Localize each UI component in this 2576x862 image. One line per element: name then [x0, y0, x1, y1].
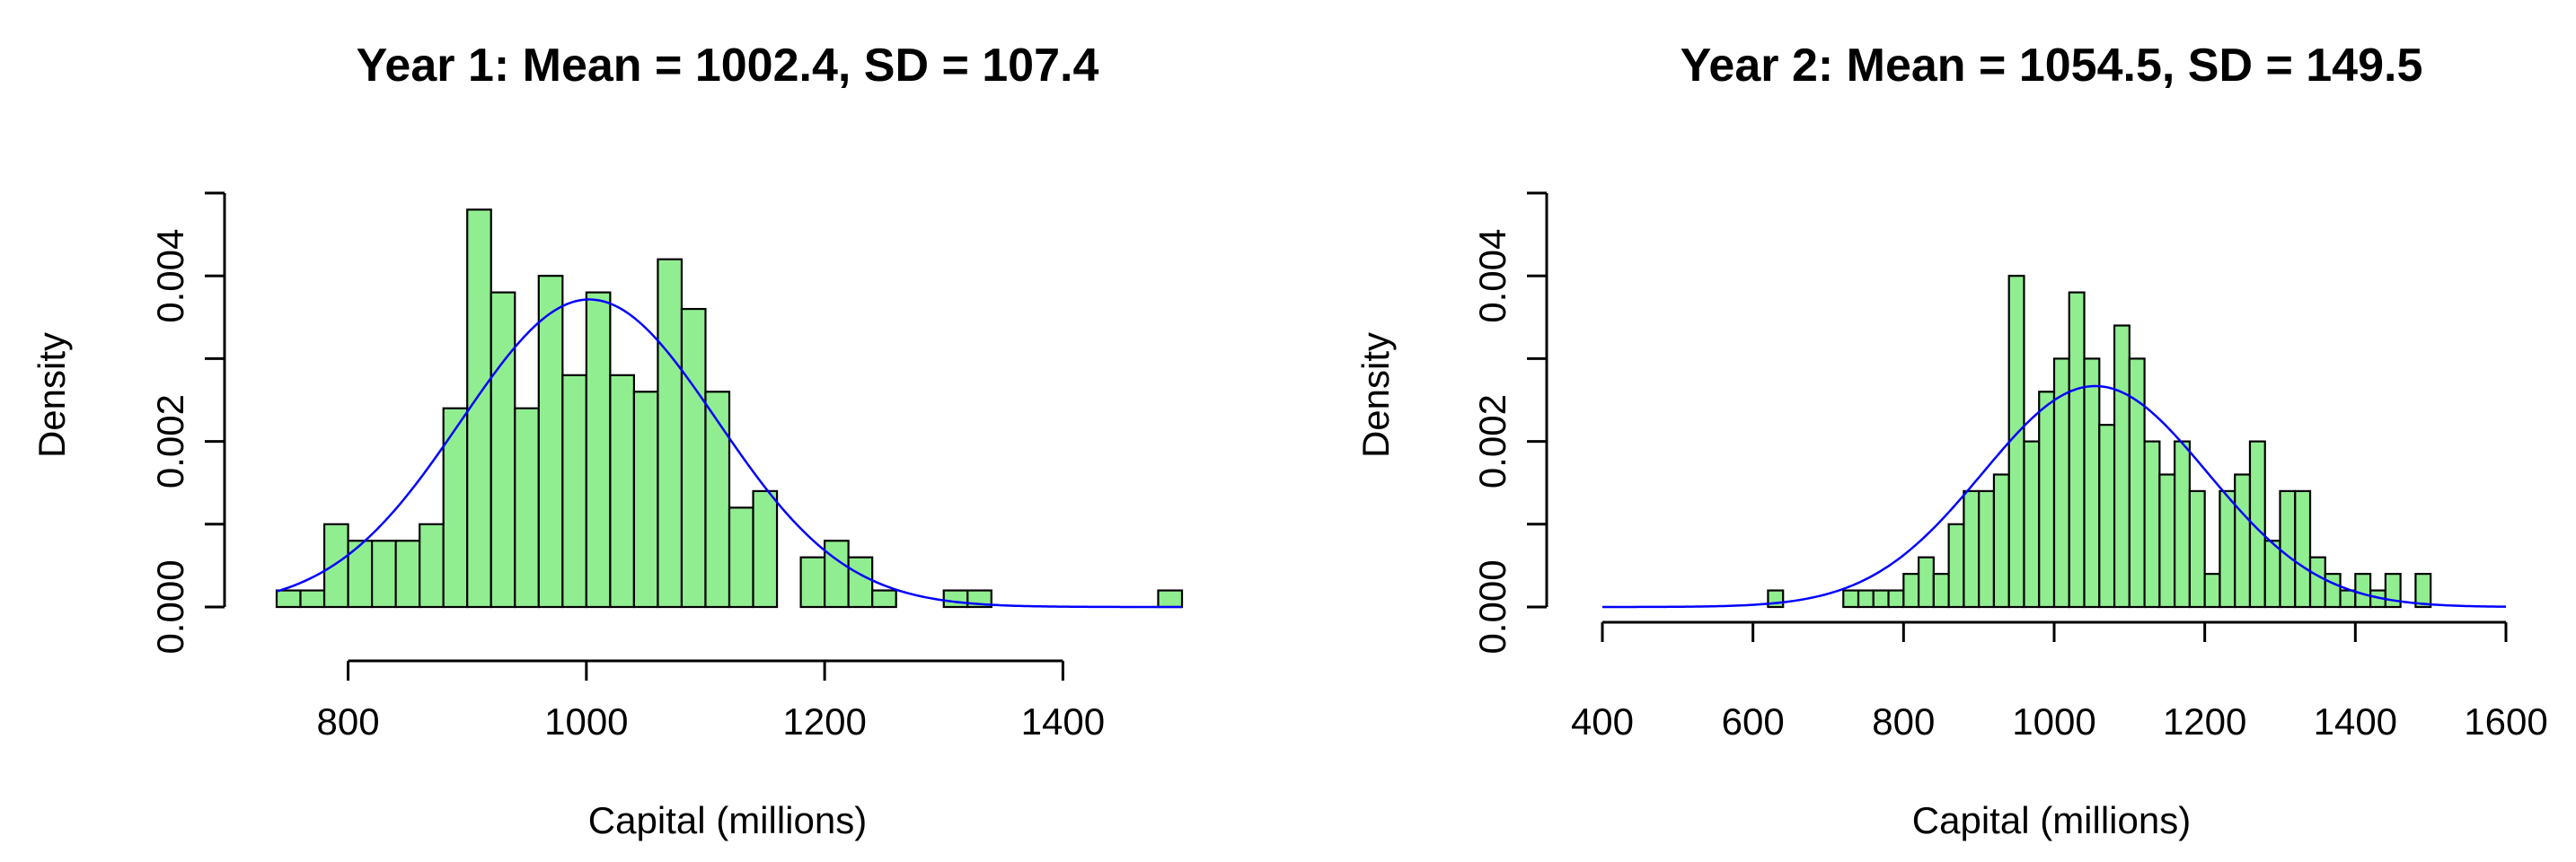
year-2-histogram-bar	[2128, 357, 2146, 609]
year-1-histogram-bar	[347, 540, 374, 609]
year-2-x-tick-label: 1200	[2163, 700, 2246, 743]
year-2-histogram-bar	[2248, 440, 2266, 609]
year-2-histogram-bar	[2188, 489, 2206, 609]
year-1-histogram-bar	[322, 523, 349, 609]
year-2-histogram-bar	[2263, 540, 2281, 609]
year-1-histogram-bar	[442, 407, 469, 609]
year-1-histogram-bar	[657, 258, 684, 609]
year-1-y-tick-label: 0.004	[149, 229, 191, 323]
year-2-histogram-bar	[2294, 489, 2312, 609]
year-1-histogram-bar	[632, 391, 659, 609]
year-2-histogram-bar	[2339, 589, 2357, 609]
year-1-x-axis-label: Capital (millions)	[588, 799, 867, 841]
year-2-x-tick-label: 800	[1872, 700, 1935, 743]
year-2-histogram-bar	[2083, 357, 2101, 609]
year-1-histogram-bar	[824, 540, 850, 609]
year-2-normal-density-curve	[1602, 384, 2507, 609]
year-2-histogram-bar	[1963, 489, 1981, 609]
year-1-histogram-bar	[1157, 589, 1184, 609]
year-2-histogram-bar	[1978, 489, 1996, 609]
year-1-histogram-bar	[609, 374, 635, 609]
year-2-y-tick-label: 0.002	[1471, 394, 1513, 488]
year-1-histogram-bar	[490, 291, 516, 609]
year-2-histogram-bar	[1992, 473, 2010, 609]
year-2-y-tick-label: 0.004	[1471, 229, 1513, 323]
year-2-x-axis-label: Capital (millions)	[1912, 799, 2191, 841]
year-2-x-tick-label: 600	[1722, 700, 1785, 743]
year-2-histogram-bar	[1918, 556, 1935, 609]
year-2-histogram-bar	[2203, 573, 2221, 609]
year-1-x-tick-label: 1400	[1021, 700, 1105, 743]
year-2-histogram-bar	[2279, 489, 2297, 609]
year-1-x-tick-label: 800	[317, 700, 380, 743]
year-2-histogram-bar	[2007, 275, 2025, 609]
year-1-x-tick-label: 1200	[782, 700, 866, 743]
year-1-histogram-bar	[942, 589, 969, 609]
year-2-density-curve-group	[1602, 384, 2507, 609]
year-1-histogram-bar	[799, 556, 826, 609]
year-1-y-axis-label: Density	[31, 332, 73, 458]
year-2-histogram-bar	[1842, 589, 1860, 609]
year-2-histogram-bar	[2023, 440, 2041, 609]
year-1-histogram-bar	[514, 407, 540, 609]
year-1-histogram-panel: Year 1: Mean = 1002.4, SD = 107.4 Capita…	[31, 40, 1184, 841]
year-2-histogram-bar	[2308, 556, 2326, 609]
year-1-histogram-bar	[752, 489, 779, 609]
year-2-histogram-bar	[1932, 573, 1950, 609]
year-1-histogram-bar	[585, 291, 612, 609]
year-2-x-axis: 400 600 800 1000 1200 1400 1600	[1571, 620, 2548, 743]
year-2-x-tick-label: 1000	[2012, 700, 2095, 743]
year-2-histogram-bar	[1947, 523, 1965, 609]
year-2-histogram-bar	[2234, 473, 2252, 609]
year-1-y-tick-label: 0.002	[149, 394, 191, 488]
year-2-histogram-bar	[1902, 573, 1920, 609]
year-2-histogram-bar	[2324, 573, 2342, 609]
year-2-histogram-bar	[2354, 573, 2372, 609]
year-2-histogram-bar	[2174, 440, 2191, 609]
year-2-histogram-bar	[2414, 573, 2432, 609]
year-1-histogram-bar	[680, 307, 707, 609]
year-1-x-axis: 800 1000 1200 1400	[317, 659, 1105, 743]
year-2-x-tick-label: 1600	[2464, 700, 2547, 743]
year-1-histogram-bar	[394, 540, 421, 609]
year-1-histogram-bar	[419, 523, 445, 609]
year-2-histogram-bar	[2113, 324, 2130, 609]
year-1-histogram-bar	[871, 589, 897, 609]
year-1-histogram-bar	[847, 556, 874, 609]
year-2-histogram-panel: Year 2: Mean = 1054.5, SD = 149.5 Capita…	[1354, 40, 2548, 841]
year-2-histogram-bar	[2143, 440, 2161, 609]
year-2-y-tick-label: 0.000	[1471, 559, 1513, 654]
year-2-histogram-bar	[2068, 291, 2086, 609]
year-2-histogram-bar	[2098, 424, 2116, 609]
year-1-histogram-bar	[275, 589, 302, 609]
year-1-y-tick-label: 0.000	[149, 559, 191, 654]
year-2-histogram-bar	[1887, 589, 1905, 609]
year-1-histogram-bar	[299, 589, 326, 609]
year-1-chart-title: Year 1: Mean = 1002.4, SD = 107.4	[357, 40, 1099, 92]
year-2-histogram-bar	[2038, 391, 2056, 609]
year-1-histogram-bar	[728, 506, 754, 609]
year-2-y-axis: 0.000 0.002 0.004	[1471, 191, 1548, 655]
year-2-x-tick-label: 400	[1571, 700, 1634, 743]
year-2-histogram-bar	[2158, 473, 2176, 609]
year-1-histogram-bar	[704, 391, 731, 609]
year-1-y-axis: 0.000 0.002 0.004	[149, 191, 226, 655]
year-2-histogram-bar	[2219, 489, 2236, 609]
year-1-histogram-bar	[371, 540, 397, 609]
year-2-histogram-bar	[1857, 589, 1875, 609]
year-1-histogram-bar	[561, 374, 587, 609]
year-2-chart-title: Year 2: Mean = 1054.5, SD = 149.5	[1681, 40, 2423, 92]
year-2-histogram-bar	[1872, 589, 1890, 609]
year-1-bars	[275, 208, 1184, 609]
year-1-histogram-bar	[537, 275, 564, 609]
year-2-x-tick-label: 1400	[2314, 700, 2397, 743]
year-1-density-curve-group	[276, 298, 1182, 609]
year-2-y-axis-label: Density	[1354, 332, 1397, 458]
year-1-x-tick-label: 1000	[544, 700, 628, 743]
year-1-normal-density-curve	[276, 298, 1182, 609]
year-2-bars	[1767, 275, 2432, 609]
